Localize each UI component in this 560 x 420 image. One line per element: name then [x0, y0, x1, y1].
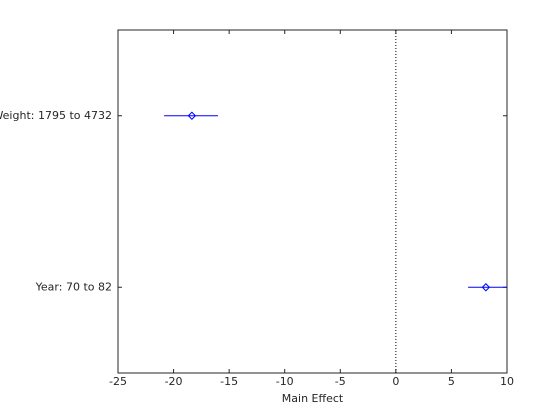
effect-marker: [481, 283, 491, 292]
x-tick-label: -20: [165, 375, 183, 388]
x-tick-label: -15: [220, 375, 238, 388]
effect-marker: [187, 111, 197, 120]
axes-box: [117, 29, 508, 374]
x-tick-label: -10: [276, 375, 294, 388]
x-axis-label: Main Effect: [282, 392, 344, 405]
x-tick-label: -5: [335, 375, 346, 388]
x-tick-label: 0: [392, 375, 399, 388]
x-tick-label: 5: [448, 375, 455, 388]
y-tick-label: Year: 70 to 82: [35, 280, 112, 293]
x-tick-label: 10: [500, 375, 514, 388]
y-tick-label: Weight: 1795 to 4732: [0, 109, 112, 122]
x-tick-label: -25: [109, 375, 127, 388]
